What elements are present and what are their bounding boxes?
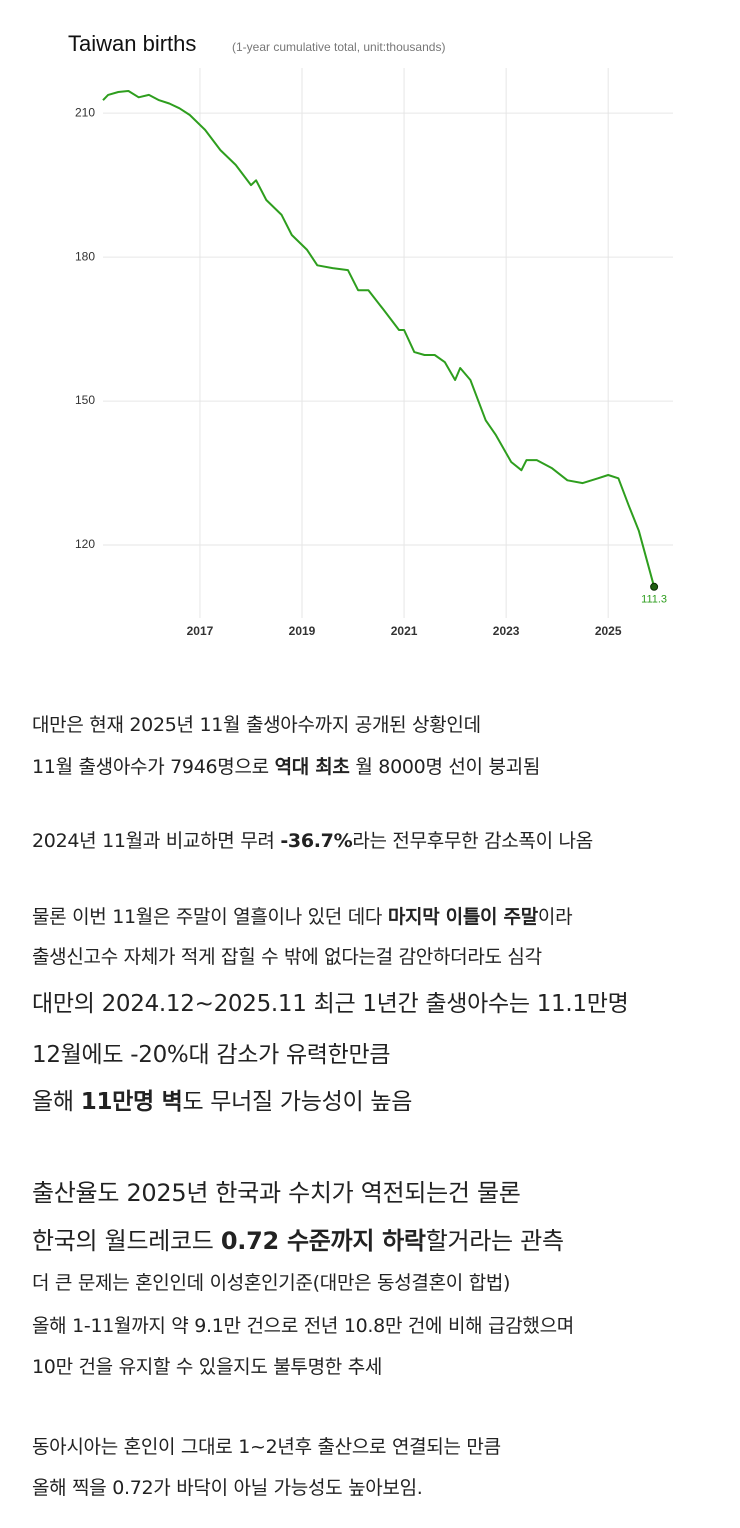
run: 12월에도 -20%대 감소가 유력한만큼	[32, 1042, 391, 1068]
run: 올해 1-11월까지 약 9.1만 건으로 전년 10.8만 건에 비해 급감했…	[32, 1315, 574, 1337]
text-line: 동아시아는 혼인이 그대로 1~2년후 출산으로 연결되는 만큼	[32, 1432, 501, 1459]
run: 더 큰 문제는 혼인인데 이성혼인기준(대만은 동성결혼이 합법)	[32, 1272, 511, 1294]
run: 할거라는 관측	[425, 1227, 564, 1255]
y-tick-label: 150	[75, 393, 95, 407]
run: 대만은 현재 2025년 11월 출생아수까지 공개된 상황인데	[32, 714, 481, 736]
x-tick-label: 2021	[391, 624, 418, 638]
run: 도 무너질 가능성이 높음	[182, 1089, 413, 1115]
run: 올해 찍을 0.72가 바닥이 아닐 가능성도 높아보임.	[32, 1477, 423, 1499]
text-line: 2024년 11월과 비교하면 무려 -36.7%라는 전무후무한 감소폭이 나…	[32, 826, 593, 853]
data-label: 111.3	[641, 594, 667, 606]
run: 대만의 2024.12~2025.11 최근 1년간 출생아수는 11.1만명	[32, 991, 629, 1017]
run: 한국의 월드레코드	[32, 1227, 221, 1255]
y-tick-label: 210	[75, 105, 95, 119]
text-line: 올해 찍을 0.72가 바닥이 아닐 가능성도 높아보임.	[32, 1473, 423, 1500]
bold-run: 마지막 이틀이 주말	[387, 906, 538, 928]
run: 물론 이번 11월은 주말이 열흘이나 있던 데다	[32, 906, 388, 928]
run: 2024년 11월과 비교하면 무려	[32, 830, 281, 852]
run: 동아시아는 혼인이 그대로 1~2년후 출산으로 연결되는 만큼	[32, 1436, 501, 1458]
bold-run: -36.7%	[280, 830, 353, 852]
end-point	[650, 582, 659, 591]
run: 10만 건을 유지할 수 있을지도 불투명한 추세	[32, 1356, 383, 1378]
bold-run: 11만명 벽	[80, 1089, 183, 1115]
chart-title: Taiwan births	[68, 31, 196, 56]
y-tick-label: 180	[75, 249, 95, 263]
run: 올해	[32, 1089, 81, 1115]
run: 라는 전무후무한 감소폭이 나옴	[352, 830, 593, 852]
text-line: 물론 이번 11월은 주말이 열흘이나 있던 데다 마지막 이틀이 주말이라	[32, 902, 573, 929]
run: 이라	[537, 906, 573, 928]
x-tick-label: 2025	[595, 624, 622, 638]
text-line: 12월에도 -20%대 감소가 유력한만큼	[32, 1035, 391, 1069]
text-line: 한국의 월드레코드 0.72 수준까지 하락할거라는 관측	[32, 1221, 564, 1256]
text-line: 10만 건을 유지할 수 있을지도 불투명한 추세	[32, 1352, 382, 1379]
text-line: 올해 11만명 벽도 무너질 가능성이 높음	[32, 1082, 412, 1116]
y-tick-label: 120	[75, 537, 95, 551]
text-line: 대만의 2024.12~2025.11 최근 1년간 출생아수는 11.1만명	[32, 984, 629, 1018]
chart-subtitle: (1-year cumulative total, unit:thousands…	[232, 40, 445, 54]
line	[102, 90, 656, 588]
run: 출생신고수 자체가 적게 잡힐 수 밖에 없다는걸 감안하더라도 심각	[32, 946, 542, 968]
x-tick-label: 2023	[493, 624, 520, 638]
x-tick-label: 2019	[289, 624, 316, 638]
text-line: 더 큰 문제는 혼인인데 이성혼인기준(대만은 동성결혼이 합법)	[32, 1268, 510, 1295]
run: 11월 출생아수가 7946명으로	[32, 756, 275, 778]
text-line: 올해 1-11월까지 약 9.1만 건으로 전년 10.8만 건에 비해 급감했…	[32, 1311, 574, 1338]
text-line: 출산율도 2025년 한국과 수치가 역전되는건 물론	[32, 1173, 521, 1208]
bold-run: 역대 최초	[274, 756, 350, 778]
x-tick-label: 2017	[187, 624, 214, 638]
run: 월 8000명 선이 붕괴됨	[349, 756, 540, 778]
run: 출산율도 2025년 한국과 수치가 역전되는건 물론	[32, 1179, 521, 1207]
text-line: 출생신고수 자체가 적게 잡힐 수 밖에 없다는걸 감안하더라도 심각	[32, 942, 542, 969]
text-line: 11월 출생아수가 7946명으로 역대 최초 월 8000명 선이 붕괴됨	[32, 752, 540, 779]
bold-run: 0.72 수준까지 하락	[220, 1227, 426, 1255]
chart: Taiwan births (1-year cumulative total, …	[68, 31, 673, 638]
text-line: 대만은 현재 2025년 11월 출생아수까지 공개된 상황인데	[32, 710, 481, 737]
